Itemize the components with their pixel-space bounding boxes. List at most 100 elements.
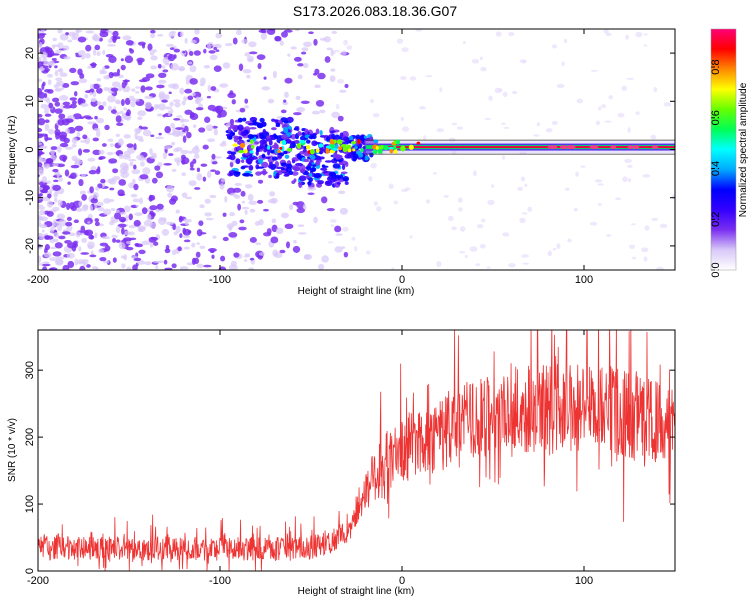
noise-blob [248,51,258,55]
noise-blob [84,229,94,236]
noise-blob [211,254,215,259]
noise-blob [38,113,43,118]
signal-blob [285,138,292,144]
noise-blob [57,29,63,34]
signal-blob [271,156,278,161]
noise-blob [156,84,165,89]
noise-blob [133,257,142,262]
snr-background [38,330,675,571]
noise-blob [101,236,111,240]
noise-blob [196,229,203,237]
noise-blob [162,152,167,160]
signal-peak [279,146,283,150]
signal-peak [315,148,320,154]
noise-blob [124,97,131,106]
signal-blob [358,143,362,149]
noise-blob [635,31,643,38]
noise-blob [207,138,216,143]
noise-blob [177,246,182,252]
noise-blob [280,109,287,114]
noise-blob [182,235,190,239]
noise-blob [120,99,125,107]
noise-blob [237,203,242,211]
noise-blob [279,249,286,254]
noise-blob [40,103,48,109]
noise-blob [139,197,143,205]
noise-blob [339,207,348,215]
noise-blob [212,235,217,239]
signal-peak [627,145,634,149]
noise-blob [291,171,299,176]
noise-blob [51,97,60,103]
noise-blob [245,184,253,189]
signal-blob [363,135,368,139]
noise-blob [109,143,114,147]
noise-blob [317,72,326,80]
signal-peak [306,145,311,150]
noise-blob [158,132,162,136]
signal-peak [281,139,287,146]
y-tick-label: 10 [24,95,36,107]
noise-blob [38,169,44,176]
noise-blob [203,64,211,69]
noise-blob [118,153,124,159]
x-tick-label: -200 [27,575,49,587]
signal-peak [393,148,398,154]
noise-blob [96,51,101,56]
noise-blob [117,223,127,228]
noise-blob [108,158,118,164]
noise-blob [63,105,72,109]
noise-blob [183,96,188,102]
noise-blob [75,29,80,34]
noise-blob [87,244,94,250]
noise-blob [290,46,297,50]
signal-blob [318,147,324,154]
noise-blob [117,138,124,146]
noise-blob [330,224,335,228]
noise-blob [122,35,132,41]
noise-blob [158,79,167,84]
noise-blob [401,126,410,132]
noise-blob [38,156,44,163]
noise-blob [175,225,181,234]
noise-blob [90,62,97,69]
x-tick-label: 0 [399,575,405,587]
signal-blob [259,170,268,175]
noise-blob [55,132,60,140]
signal-blob [249,153,253,158]
noise-blob [70,81,80,86]
noise-blob [70,164,80,169]
noise-blob [157,63,162,69]
signal-blob [312,164,317,167]
noise-blob [173,118,181,121]
noise-blob [155,136,164,140]
noise-blob [38,245,43,250]
noise-blob [185,196,193,200]
noise-blob [65,146,74,150]
noise-blob [283,29,293,33]
signal-peak [239,143,246,148]
noise-blob [257,179,264,184]
signal-blob [274,119,279,123]
noise-blob [44,123,50,131]
noise-blob [110,87,119,92]
noise-blob [65,118,74,123]
signal-blob [328,171,337,177]
noise-blob [187,230,192,234]
noise-blob [331,111,340,119]
noise-blob [181,172,187,177]
noise-blob [330,219,337,223]
noise-blob [257,199,264,204]
noise-blob [243,259,248,263]
noise-blob [502,232,510,237]
noise-blob [292,201,299,206]
noise-blob [75,231,81,238]
signal-peak [395,139,400,145]
signal-blob [288,170,294,175]
noise-blob [115,133,120,137]
noise-blob [85,52,91,59]
noise-blob [144,261,152,266]
noise-blob [224,195,228,203]
signal-peak [329,143,336,148]
noise-blob [38,56,42,63]
